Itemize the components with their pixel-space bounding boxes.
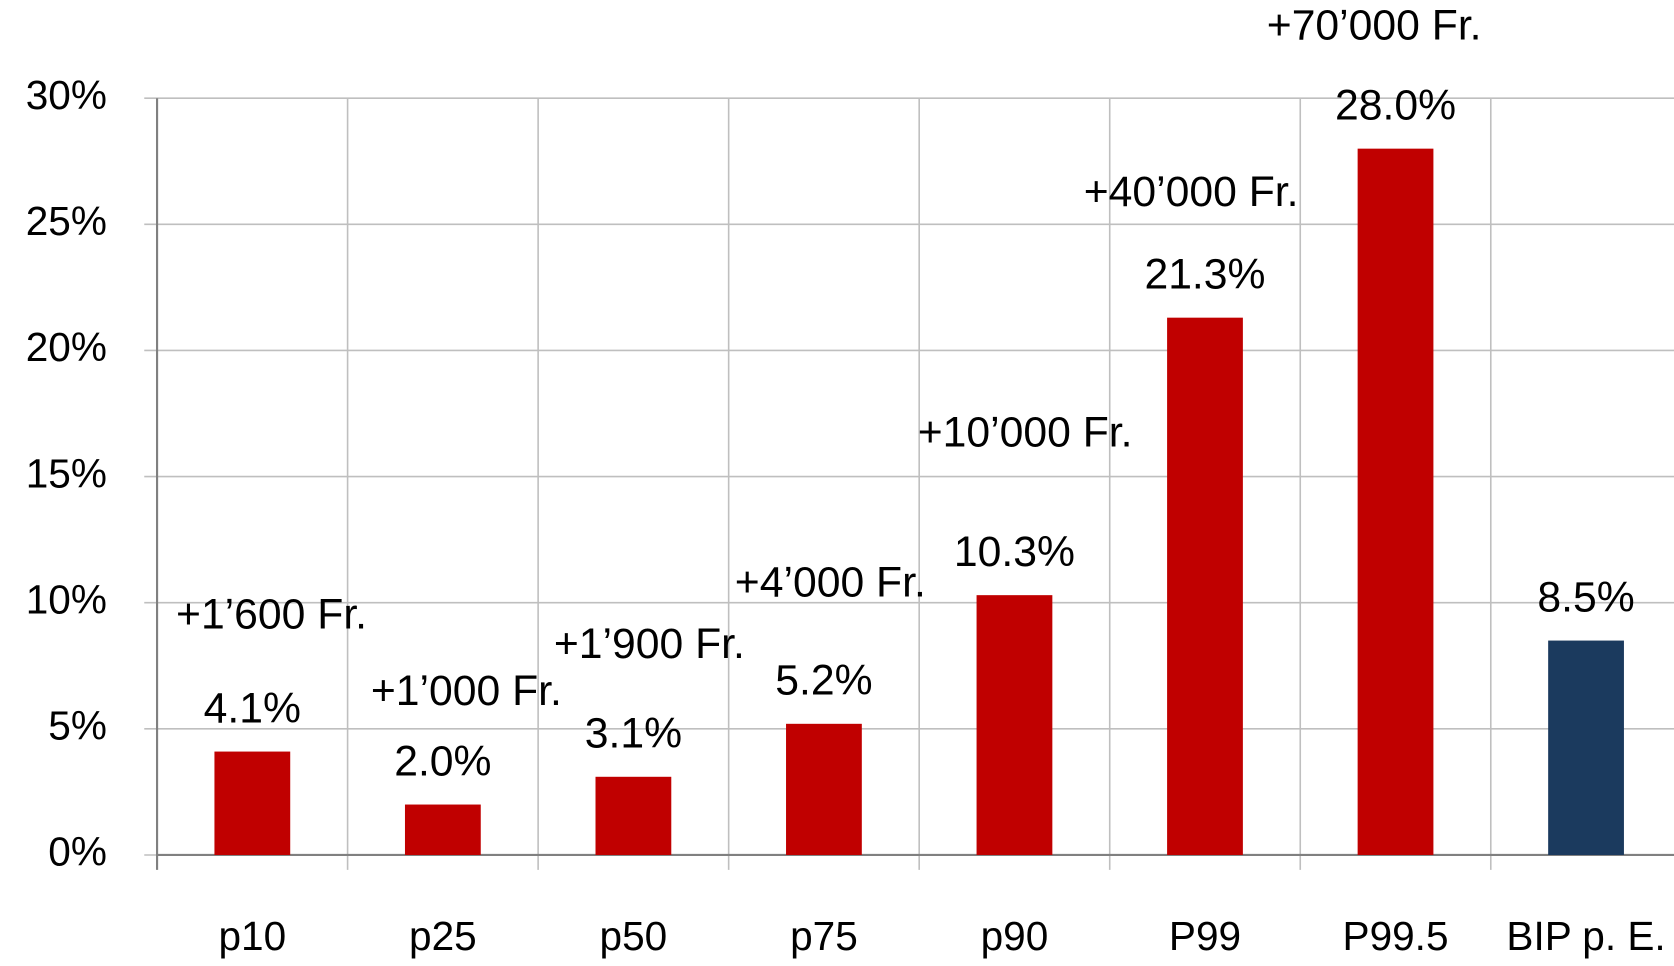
x-tick-label: p75 (790, 913, 858, 959)
y-tick-label: 10% (26, 576, 107, 622)
annotation: +1’000 Fr. (371, 667, 562, 715)
annotation: +10’000 Fr. (918, 408, 1133, 456)
y-tick-label: 0% (48, 829, 107, 875)
x-tick-label: p90 (981, 913, 1049, 959)
bar (1357, 148, 1434, 855)
y-tick-label: 5% (48, 703, 107, 749)
value-label: 21.3% (1144, 250, 1265, 298)
bar (595, 776, 672, 855)
bar (786, 723, 862, 855)
value-label: 3.1% (585, 710, 682, 758)
annotation: +4’000 Fr. (735, 558, 926, 606)
x-tick-label: p50 (600, 913, 668, 959)
annotation: +40’000 Fr. (1084, 168, 1299, 216)
bar (404, 804, 481, 855)
value-label: 4.1% (204, 684, 301, 732)
value-label: 2.0% (394, 737, 491, 785)
value-label: 5.2% (775, 657, 872, 705)
annotation: +70’000 Fr. (1267, 1, 1482, 49)
annotation: +1’900 Fr. (554, 620, 745, 668)
bar (1548, 640, 1624, 855)
x-tick-label: p10 (219, 913, 287, 959)
x-tick-label: P99.5 (1343, 913, 1449, 959)
bar (976, 595, 1053, 855)
value-label: 10.3% (954, 528, 1075, 576)
y-tick-label: 25% (26, 198, 107, 244)
y-tick-label: 30% (26, 72, 107, 118)
y-tick-label: 15% (26, 450, 107, 496)
x-tick-label: BIP p. E. (1506, 913, 1665, 959)
y-tick-label: 20% (26, 324, 107, 370)
value-label: 8.5% (1537, 573, 1634, 621)
x-tick-label: P99 (1169, 913, 1241, 959)
annotation: +1’600 Fr. (176, 590, 367, 638)
bar (214, 751, 291, 855)
x-tick-label: p25 (409, 913, 477, 959)
bar (1167, 317, 1243, 855)
value-label: 28.0% (1335, 81, 1456, 129)
